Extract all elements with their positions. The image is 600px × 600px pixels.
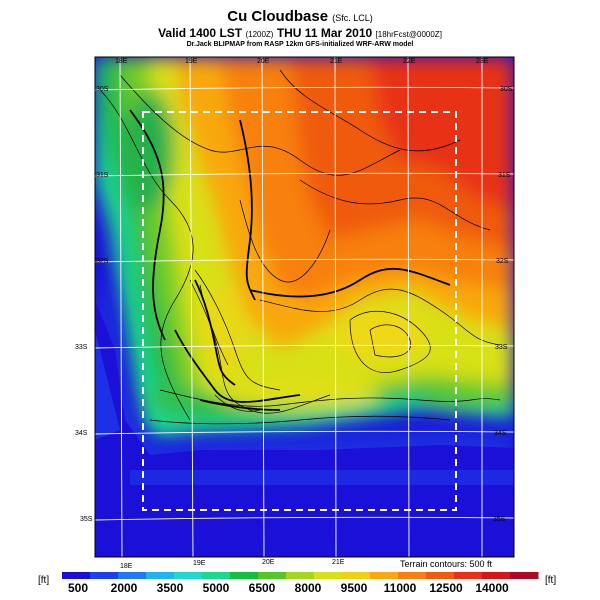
- title-main: Cu Cloudbase: [227, 8, 329, 25]
- lon-label: 20E: [257, 58, 270, 65]
- colorbar-swatch: [90, 572, 119, 579]
- colorbar-label: 3500: [156, 581, 184, 595]
- colorbar-label: 5000: [202, 581, 230, 595]
- lat-label: 32S: [96, 258, 109, 265]
- lat-label: 30S: [96, 86, 109, 93]
- credit-line: Dr.Jack BLIPMAP from RASP 12km GFS-initi…: [186, 41, 414, 48]
- lon-label: 22E: [403, 58, 416, 65]
- valid-tail: [18hrFcst@0000Z]: [375, 30, 442, 39]
- map-title: Cu Cloudbase (Sfc. LCL): [0, 8, 600, 25]
- lat-labels-right: 30S 31S 32S 33S 34S 35S: [493, 86, 513, 523]
- lat-label: 35S: [80, 516, 93, 523]
- lat-label: 31S: [498, 172, 511, 179]
- colorbar-swatch: [230, 572, 259, 579]
- colorbar-swatch: [426, 572, 455, 579]
- lon-labels-top: 18E 19E 20E 21E 22E 23E: [115, 58, 489, 65]
- map-frame: [94, 56, 515, 558]
- lat-label: 34S: [494, 430, 507, 437]
- colorbar: [62, 572, 539, 579]
- lon-label: 20E: [262, 559, 275, 566]
- lon-label: 18E: [120, 563, 133, 570]
- colorbar-swatch: [314, 572, 343, 579]
- colorbar-label: 8000: [294, 581, 322, 595]
- lat-label: 32S: [496, 258, 509, 265]
- latlon-grid: [95, 57, 514, 557]
- colorbar-label: 14000: [475, 581, 509, 595]
- valid-time: Valid 1400 LST (1200Z) THU 11 Mar 2010 […: [0, 26, 600, 40]
- lon-label: 19E: [185, 58, 198, 65]
- lat-label: 35S: [493, 516, 506, 523]
- colorbar-label: 2000: [110, 581, 138, 595]
- colorbar-label: 9500: [340, 581, 368, 595]
- map-field: [95, 57, 514, 557]
- colorbar-swatch: [370, 572, 399, 579]
- lat-label: 31S: [96, 172, 109, 179]
- colorbar-label: 6500: [248, 581, 276, 595]
- colorbar-swatch: [146, 572, 175, 579]
- lat-label: 33S: [75, 344, 88, 351]
- title-sub: (Sfc. LCL): [332, 13, 373, 23]
- lon-label: 19E: [193, 560, 206, 567]
- colorbar-swatch: [482, 572, 511, 579]
- colorbar-label: 12500: [429, 581, 463, 595]
- colorbar-swatch: [342, 572, 371, 579]
- lat-label: 34S: [75, 430, 88, 437]
- lon-label: 21E: [332, 559, 345, 566]
- colorbar-swatch: [118, 572, 147, 579]
- colorbar-swatch: [454, 572, 483, 579]
- colorbar-swatch: [398, 572, 427, 579]
- lon-label: 21E: [330, 58, 343, 65]
- lon-label: 18E: [115, 58, 128, 65]
- valid-date: THU 11 Mar 2010: [276, 26, 373, 40]
- lat-label: 33S: [495, 344, 508, 351]
- subdomain-box: [142, 111, 457, 511]
- colorbar-swatch: [202, 572, 231, 579]
- colorbar-unit-right: [ft]: [545, 575, 557, 586]
- terrain-contours: [99, 69, 501, 425]
- colorbar-swatch: [62, 572, 91, 579]
- terrain-contour-note: Terrain contours: 500 ft: [400, 559, 493, 569]
- colorbar-swatch: [510, 572, 539, 579]
- colorbar-swatch: [258, 572, 287, 579]
- lon-labels-bottom: 18E 19E 20E 21E: [120, 559, 345, 570]
- valid-main: Valid 1400 LST: [158, 26, 243, 40]
- lat-label: 30S: [500, 86, 513, 93]
- valid-paren: (1200Z): [245, 30, 274, 39]
- colorbar-swatch: [286, 572, 315, 579]
- heavy-contours: [129, 109, 451, 411]
- colorbar-unit-left: [ft]: [38, 575, 50, 586]
- colorbar-label: 11000: [383, 581, 417, 595]
- colorbar-label: 500: [67, 581, 89, 595]
- lat-labels-left: 30S 31S 32S 33S 34S 35S: [75, 86, 109, 523]
- lon-label: 23E: [476, 58, 489, 65]
- colorbar-swatch: [174, 572, 203, 579]
